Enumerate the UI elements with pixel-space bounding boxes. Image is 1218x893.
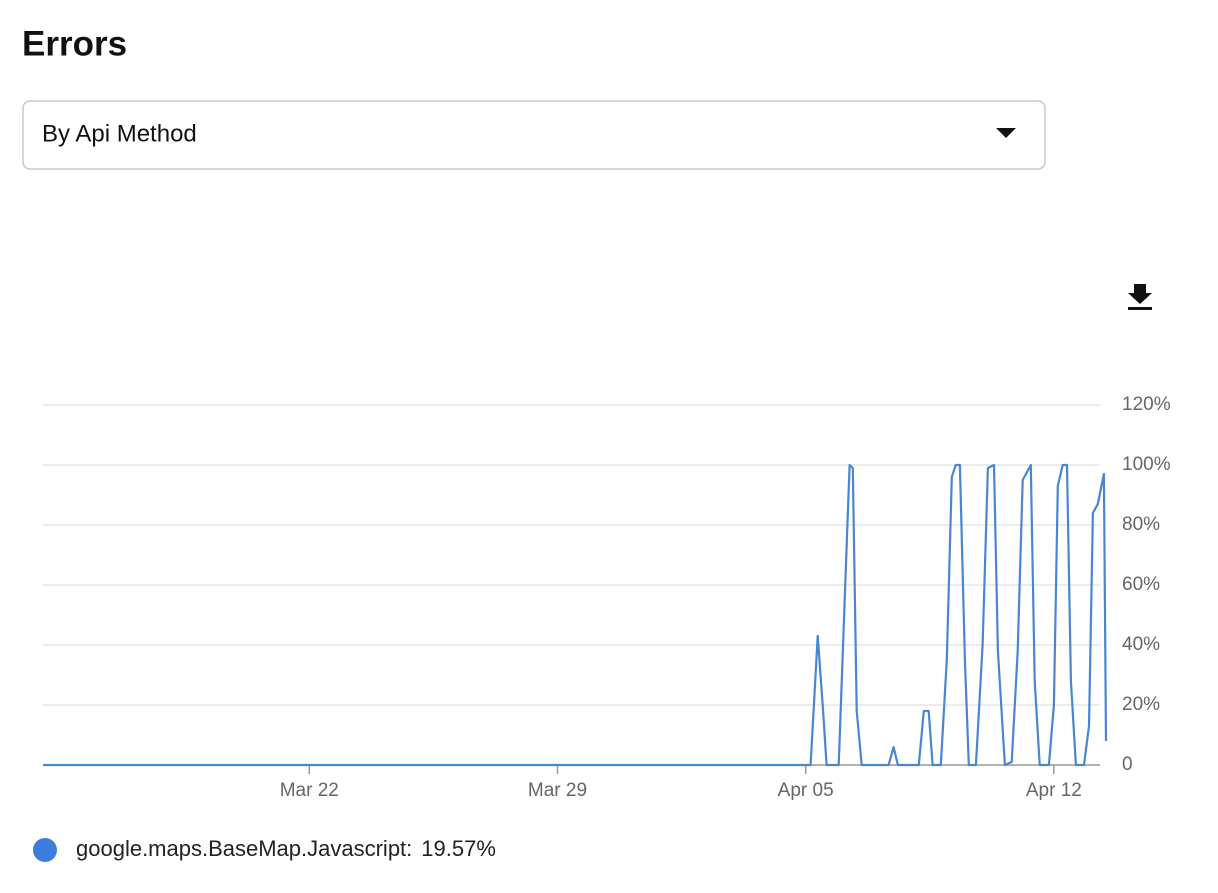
download-button[interactable]	[1128, 284, 1152, 310]
y-tick-label: 120%	[1122, 394, 1171, 415]
download-icon-base[interactable]	[1128, 307, 1152, 310]
y-tick-label: 80%	[1122, 514, 1160, 535]
download-icon[interactable]	[1128, 284, 1152, 304]
y-tick-label: 0	[1122, 754, 1133, 775]
dropdown-value[interactable]: By Api Method	[42, 120, 197, 147]
y-tick-label: 60%	[1122, 574, 1160, 595]
x-tick-label: Apr 12	[1026, 780, 1082, 801]
legend-swatch	[33, 838, 57, 862]
y-tick-label: 20%	[1122, 694, 1160, 715]
series-line	[43, 463, 1108, 767]
dropdown[interactable]: By Api Method	[22, 100, 1046, 170]
legend-value: 19.57%	[421, 836, 496, 861]
x-tick-label: Mar 29	[528, 780, 587, 801]
x-tick-label: Apr 05	[778, 780, 834, 801]
dropdown-box[interactable]	[22, 100, 1046, 170]
legend-name: google.maps.BaseMap.Javascript:	[76, 836, 412, 861]
dropdown-arrow[interactable]	[996, 128, 1016, 138]
x-tick-label: Mar 22	[280, 780, 339, 801]
page-title: Errors	[22, 24, 127, 63]
legend-label: google.maps.BaseMap.Javascript: 19.57%	[76, 836, 496, 861]
y-tick-label: 40%	[1122, 634, 1160, 655]
y-tick-label: 100%	[1122, 454, 1171, 475]
